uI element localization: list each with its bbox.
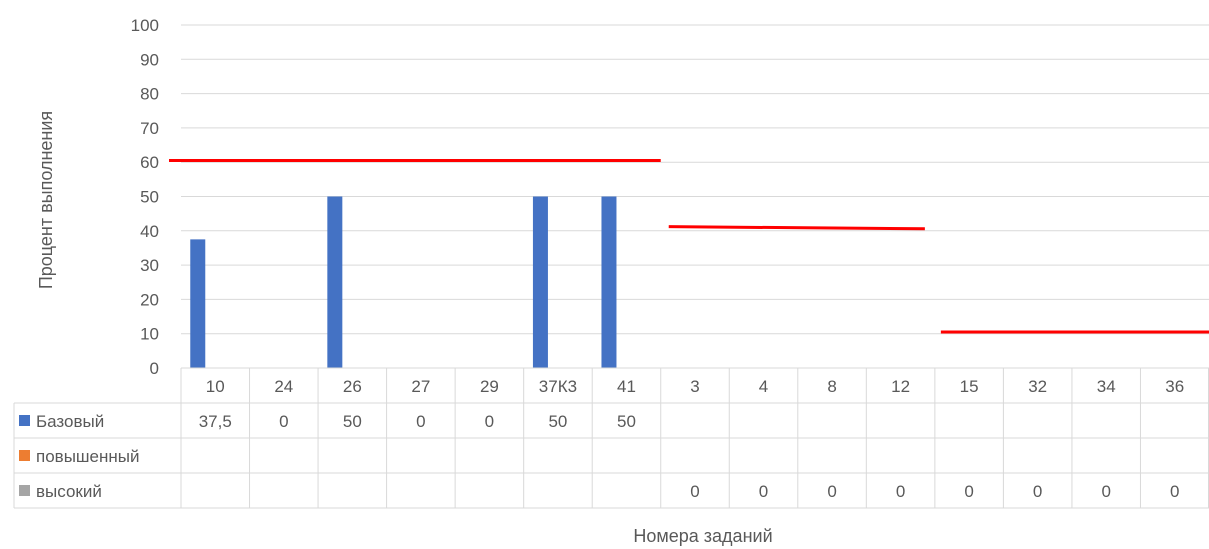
bar [327, 196, 343, 368]
bar [190, 239, 206, 368]
legend-label: повышенный [36, 447, 140, 466]
category-label: 29 [480, 377, 499, 396]
data-label: 0 [1033, 482, 1042, 501]
category-label: 32 [1028, 377, 1047, 396]
y-tick-label: 50 [140, 188, 159, 207]
y-tick-label: 0 [150, 359, 159, 378]
category-label: 4 [759, 377, 768, 396]
data-label: 0 [416, 412, 425, 431]
data-label: 50 [343, 412, 362, 431]
category-label: 8 [827, 377, 836, 396]
legend-key [19, 450, 30, 461]
data-label: 0 [1101, 482, 1110, 501]
y-tick-label: 10 [140, 325, 159, 344]
category-label: 15 [960, 377, 979, 396]
gridlines [181, 24, 1209, 369]
y-tick-label: 30 [140, 256, 159, 275]
legend-label: высокий [36, 482, 102, 501]
y-tick-label: 70 [140, 119, 159, 138]
category-label: 10 [206, 377, 225, 396]
category-label: 27 [411, 377, 430, 396]
bar [601, 196, 617, 368]
data-label: 50 [548, 412, 567, 431]
data-label: 0 [827, 482, 836, 501]
threshold-line [668, 225, 925, 231]
category-label: 37К3 [539, 377, 577, 396]
bar [532, 196, 548, 368]
category-label: 26 [343, 377, 362, 396]
category-label: 3 [690, 377, 699, 396]
legend-key [19, 415, 30, 426]
y-axis-ticks: 0 10 20 30 40 50 60 70 80 90 100 [131, 16, 159, 378]
data-label: 0 [690, 482, 699, 501]
data-label: 0 [1170, 482, 1179, 501]
threshold-lines [169, 158, 1209, 334]
category-label: 24 [274, 377, 293, 396]
y-tick-label: 60 [140, 153, 159, 172]
category-label: 36 [1165, 377, 1184, 396]
data-label: 0 [485, 412, 494, 431]
y-tick-label: 90 [140, 50, 159, 69]
x-axis-title: Номера заданий [633, 526, 772, 546]
legend-label: Базовый [36, 412, 104, 431]
data-label: 37,5 [199, 412, 232, 431]
y-axis-title: Процент выполнения [36, 111, 56, 289]
y-tick-label: 100 [131, 16, 159, 35]
category-label: 41 [617, 377, 636, 396]
y-tick-label: 20 [140, 290, 159, 309]
data-label: 0 [759, 482, 768, 501]
data-label: 0 [279, 412, 288, 431]
bars [190, 196, 617, 368]
data-label: 50 [617, 412, 636, 431]
data-label: 0 [896, 482, 905, 501]
category-label: 34 [1097, 377, 1116, 396]
legend-key [19, 485, 30, 496]
category-label: 12 [891, 377, 910, 396]
data-label: 0 [964, 482, 973, 501]
y-tick-label: 80 [140, 85, 159, 104]
y-tick-label: 40 [140, 222, 159, 241]
